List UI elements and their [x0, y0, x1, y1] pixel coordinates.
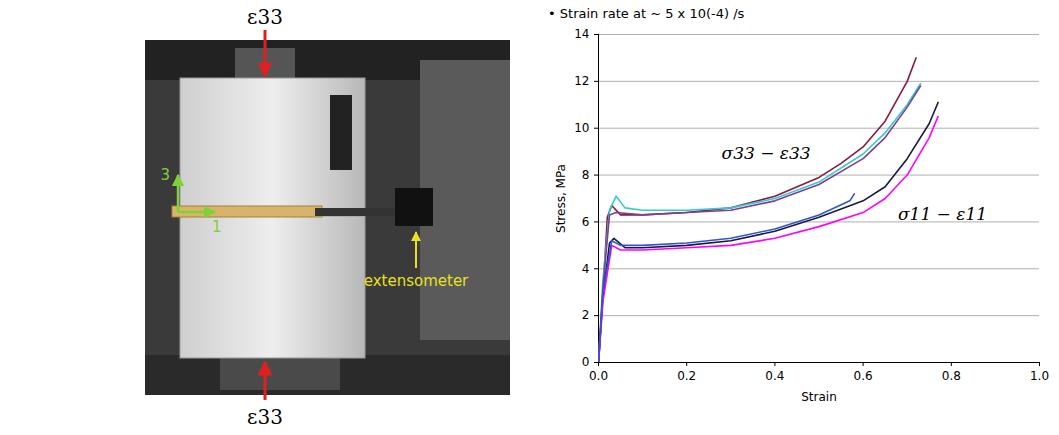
svg-text:0.2: 0.2: [677, 369, 696, 383]
svg-text:σ33 − ε33: σ33 − ε33: [722, 143, 811, 163]
svg-text:10: 10: [574, 121, 589, 135]
svg-text:2: 2: [582, 308, 590, 322]
svg-text:3: 3: [160, 166, 170, 184]
svg-text:0: 0: [582, 355, 590, 369]
svg-text:extensometer: extensometer: [364, 272, 469, 290]
svg-text:0.0: 0.0: [589, 369, 608, 383]
svg-text:0.4: 0.4: [765, 369, 784, 383]
svg-text:ε33: ε33: [247, 405, 283, 429]
svg-text:σ11 − ε11: σ11 − ε11: [898, 204, 987, 224]
svg-text:ε33: ε33: [247, 5, 283, 29]
svg-text:4: 4: [582, 262, 590, 276]
svg-text:1: 1: [212, 218, 222, 236]
svg-text:12: 12: [574, 74, 589, 88]
svg-text:0.8: 0.8: [942, 369, 961, 383]
svg-text:8: 8: [582, 168, 590, 182]
svg-text:0.6: 0.6: [854, 369, 873, 383]
svg-text:Strain: Strain: [801, 390, 837, 404]
svg-text:Stress, MPa: Stress, MPa: [554, 164, 568, 233]
svg-text:6: 6: [582, 215, 590, 229]
svg-text:14: 14: [574, 27, 589, 41]
svg-text:1.0: 1.0: [1030, 369, 1049, 383]
html-text:• Strain rate at ~ 5 x 10(-4): • Strain rate at ~ 5 x 10(-4) /s: [548, 6, 745, 21]
